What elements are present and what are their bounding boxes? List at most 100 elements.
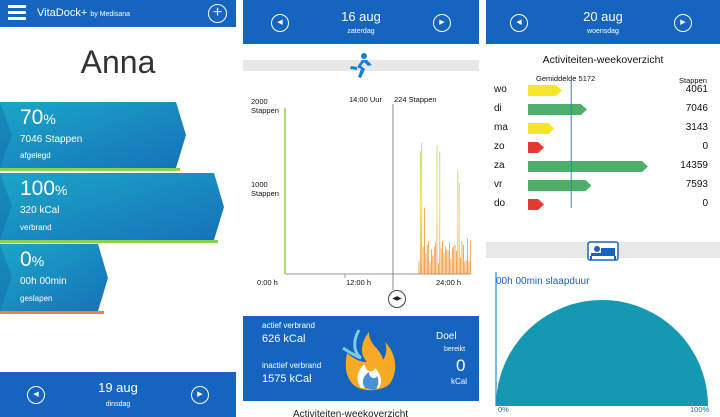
week-day-bar[interactable] xyxy=(528,199,544,210)
week-day-steps: 14359 xyxy=(680,160,708,171)
calories-card[interactable]: 100% 320 kCal verbrand xyxy=(0,173,226,245)
next-day-icon[interactable]: ▶ xyxy=(191,386,209,404)
week-day-label: vr xyxy=(494,179,503,190)
app-name: VitaDock+ xyxy=(37,7,88,19)
week-day-label: ma xyxy=(494,122,508,133)
step-bar xyxy=(433,246,435,274)
step-bar xyxy=(443,253,445,274)
current-weekday: dinsdag xyxy=(105,401,131,408)
sleep-card[interactable]: 0% 00h 00min geslapen xyxy=(0,244,120,316)
step-bar xyxy=(449,242,450,274)
current-weekday: zaterdag xyxy=(347,28,375,35)
week-day-bar[interactable] xyxy=(528,104,587,115)
percent-sign: % xyxy=(31,253,45,269)
goal-sub: bereikt xyxy=(444,346,466,353)
step-bar xyxy=(461,240,463,274)
step-bar xyxy=(454,244,456,274)
sleep-percent: 0 xyxy=(20,248,32,271)
week-day-bar[interactable] xyxy=(528,180,591,191)
inactive-value: 1575 kCal xyxy=(262,373,312,385)
flame-icon xyxy=(342,329,396,391)
week-day-bar[interactable] xyxy=(528,142,544,153)
x-tick-mid: 12:00 h xyxy=(346,278,372,287)
goal-label: Doel xyxy=(436,331,457,342)
week-day-steps: 0 xyxy=(702,198,708,209)
sleep-card-shape xyxy=(0,244,108,314)
step-bar xyxy=(435,242,437,274)
step-bar xyxy=(424,207,425,274)
step-bar xyxy=(468,261,470,274)
week-day-label: wo xyxy=(494,84,507,95)
runner-icon[interactable] xyxy=(348,52,374,80)
week-overview-title: Activiteiten-weekoverzicht xyxy=(542,54,664,66)
step-bar xyxy=(437,263,439,274)
step-bar xyxy=(450,259,452,274)
app-title: VitaDock+ by Medisana xyxy=(37,7,130,19)
date-navigator: ◀ 16 aug zaterdag ▶ xyxy=(243,0,479,44)
cursor-toggle-icon[interactable]: ◀▶ xyxy=(388,290,406,308)
step-bar xyxy=(439,151,441,274)
calories-percent: 100 xyxy=(20,177,56,200)
percent-sign: % xyxy=(55,182,68,198)
date-navigator: ◀ 19 aug dinsdag ▶ xyxy=(0,372,236,417)
step-bar xyxy=(467,238,468,274)
gauge-arc xyxy=(496,300,708,406)
step-bar xyxy=(442,240,443,274)
sleep-bed-icon[interactable] xyxy=(586,238,620,262)
active-value: 626 kCal xyxy=(262,333,306,345)
calorie-panel: actief verbrand 626 kCal inactief verbra… xyxy=(243,316,479,401)
average-label: Gemiddelde 5172 xyxy=(536,74,596,83)
percent-sign: % xyxy=(43,111,56,127)
steps-card[interactable]: 70% 7046 Stappen afgelegd xyxy=(0,102,188,174)
week-day-label: do xyxy=(494,198,506,209)
day-detail-screen: ◀ 16 aug zaterdag ▶ 2000 Stappen 1000 Stap… xyxy=(243,0,479,417)
step-bar xyxy=(465,259,467,274)
week-day-steps: 0 xyxy=(702,141,708,152)
step-bar xyxy=(469,240,471,274)
x-tick-start: 0:00 h xyxy=(257,278,278,287)
step-bar xyxy=(444,246,446,274)
week-day-bar[interactable] xyxy=(528,85,562,96)
step-bar xyxy=(431,249,432,274)
week-day-steps: 7593 xyxy=(685,179,708,190)
step-bar xyxy=(457,170,459,274)
step-bar xyxy=(440,248,442,274)
hourly-steps-chart[interactable] xyxy=(243,0,479,300)
add-icon[interactable]: + xyxy=(208,4,227,23)
week-day-label: di xyxy=(494,103,502,114)
step-bar xyxy=(428,240,430,274)
week-day-bar[interactable] xyxy=(528,161,648,172)
menu-icon[interactable] xyxy=(8,5,26,21)
next-day-icon[interactable]: ▶ xyxy=(433,14,451,32)
prev-day-icon[interactable]: ◀ xyxy=(271,14,289,32)
sleep-min-label: 0% xyxy=(498,405,509,414)
step-bar xyxy=(460,257,461,274)
prev-day-icon[interactable]: ◀ xyxy=(510,14,528,32)
step-bar xyxy=(429,261,431,274)
steps-card-shape xyxy=(0,102,186,171)
prev-day-icon[interactable]: ◀ xyxy=(27,386,45,404)
calories-card-shape xyxy=(0,173,224,243)
current-date: 19 aug xyxy=(98,380,138,395)
current-date: 20 aug xyxy=(583,9,623,24)
next-day-icon[interactable]: ▶ xyxy=(674,14,692,32)
sleep-gauge[interactable] xyxy=(486,270,720,417)
current-date: 16 aug xyxy=(341,9,381,24)
app-vendor: by Medisana xyxy=(90,11,131,18)
step-bar xyxy=(464,261,466,274)
week-day-steps: 7046 xyxy=(685,103,708,114)
week-overview-screen: ◀ 20 aug woensdag ▶ Activiteiten-weekove… xyxy=(486,0,720,417)
week-day-steps: 4061 xyxy=(685,84,708,95)
steps-column-header: Stappen xyxy=(679,76,707,85)
week-day-label: za xyxy=(494,160,505,171)
week-day-steps: 3143 xyxy=(685,122,708,133)
sleep-label: geslapen xyxy=(20,294,53,303)
goal-unit: kCal xyxy=(451,377,468,386)
step-bar xyxy=(425,253,427,274)
step-bar xyxy=(446,249,448,274)
y-tick-mid: 1000 Stappen xyxy=(251,180,279,198)
week-day-bar[interactable] xyxy=(528,123,554,134)
date-navigator: ◀ 20 aug woensdag ▶ xyxy=(486,0,720,44)
inactive-label: inactief verbrand xyxy=(262,361,322,370)
step-bar xyxy=(432,255,434,274)
